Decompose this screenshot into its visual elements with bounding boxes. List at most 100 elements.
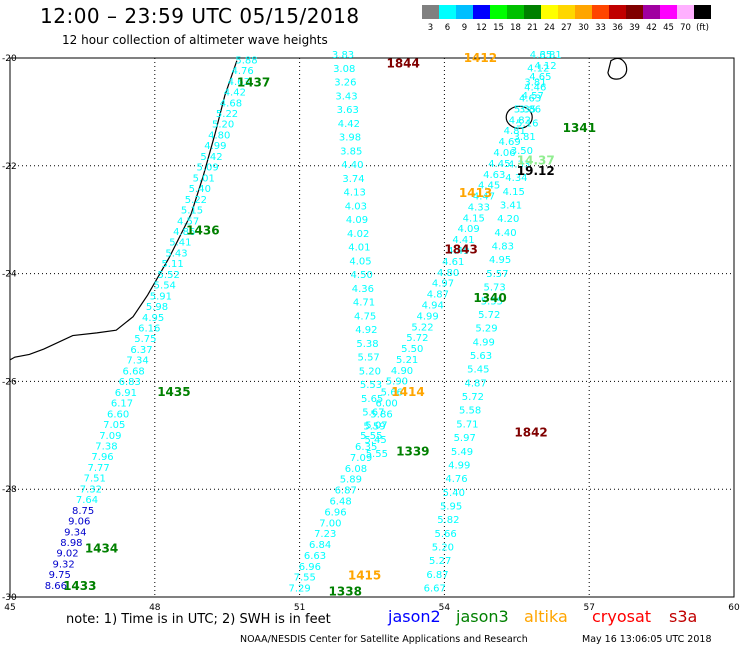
map-frame bbox=[9, 57, 735, 598]
swh-value: 4.87 bbox=[427, 290, 449, 301]
pass-label: 14.37 bbox=[517, 153, 555, 167]
swh-value: 7.29 bbox=[288, 584, 310, 595]
swh-value: 8.66 bbox=[45, 581, 67, 592]
swh-value: 4.33 bbox=[508, 159, 530, 170]
swh-value: 4.63 bbox=[483, 170, 505, 181]
swh-value: 5.55 bbox=[360, 431, 382, 442]
swh-value: 5.53 bbox=[360, 380, 382, 391]
legend-swatch bbox=[507, 5, 524, 19]
swh-value: 5.57 bbox=[358, 353, 380, 364]
swh-value: 4.34 bbox=[505, 173, 527, 184]
swh-value: 5.63 bbox=[470, 351, 492, 362]
swh-value: 5.16 bbox=[516, 118, 538, 129]
timestamp: May 16 13:06:05 UTC 2018 bbox=[582, 634, 712, 645]
swh-value: 5.82 bbox=[437, 515, 459, 526]
swh-value: 6.08 bbox=[345, 464, 367, 475]
swh-value: 3.81 bbox=[513, 132, 535, 143]
swh-value: 5.22 bbox=[411, 322, 433, 333]
swh-value: 4.94 bbox=[422, 300, 444, 311]
swh-value: 6.91 bbox=[115, 388, 137, 399]
swh-value: 4.09 bbox=[457, 224, 479, 235]
swh-value: 6.35 bbox=[355, 442, 377, 453]
swh-value: 4.57 bbox=[522, 91, 544, 102]
swh-value: 7.00 bbox=[319, 518, 341, 529]
swh-value: 4.12 bbox=[534, 61, 556, 72]
lat-tick-label: -24 bbox=[2, 270, 17, 280]
swh-value: 9.02 bbox=[56, 549, 78, 560]
swh-value: 5.22 bbox=[185, 195, 207, 206]
swh-value: 4.87 bbox=[464, 378, 486, 389]
swh-value: 4.57 bbox=[177, 216, 199, 227]
legend-label: 39 bbox=[629, 23, 640, 33]
swh-value: 3.50 bbox=[511, 146, 533, 157]
swh-value: 8.75 bbox=[72, 506, 94, 517]
swh-value: 3.63 bbox=[337, 105, 359, 116]
map-subtitle: 12 hour collection of altimeter wave hei… bbox=[62, 33, 328, 47]
legend-label: 12 bbox=[476, 23, 487, 33]
swh-value: 5.43 bbox=[165, 248, 187, 259]
swh-value: 5.54 bbox=[154, 281, 176, 292]
legend-swatch bbox=[575, 5, 592, 19]
swh-value: 4.15 bbox=[463, 213, 485, 224]
swh-value: 4.45 bbox=[478, 181, 500, 192]
pass-label: 1433 bbox=[63, 579, 96, 593]
legend-swatch bbox=[541, 5, 558, 19]
legend-swatch bbox=[456, 5, 473, 19]
swh-value: 5.98 bbox=[146, 302, 168, 313]
legend-label: 21 bbox=[527, 23, 538, 33]
legend-label: 3 bbox=[427, 23, 434, 33]
lon-tick-label: 48 bbox=[149, 603, 161, 613]
legend-label: 42 bbox=[646, 23, 657, 33]
satellite-jason3: jason3 bbox=[456, 607, 509, 626]
swh-value: 4.05 bbox=[349, 256, 371, 267]
pass-label: 19.12 bbox=[517, 164, 555, 178]
pass-label: 1338 bbox=[329, 585, 362, 599]
swh-value: 4.80 bbox=[437, 268, 459, 279]
swh-value: 7.23 bbox=[314, 529, 336, 540]
pass-label: 1436 bbox=[186, 223, 219, 237]
lat-tick-label: -28 bbox=[2, 485, 17, 495]
swh-value: 3.83 bbox=[332, 50, 354, 61]
swh-value: 4.45 bbox=[488, 159, 510, 170]
swh-value: 4.36 bbox=[352, 284, 374, 295]
pass-label: 1434 bbox=[85, 541, 118, 555]
swh-value: 7.05 bbox=[103, 420, 125, 431]
swh-value: 5.88 bbox=[235, 55, 257, 66]
swh-value: 4.86 bbox=[173, 227, 195, 238]
swh-value: 6.16 bbox=[138, 324, 160, 335]
swh-value: 4.13 bbox=[344, 188, 366, 199]
swh-value: 8.98 bbox=[60, 538, 82, 549]
swh-value: 3.81 bbox=[524, 77, 546, 88]
swh-value: 4.47 bbox=[473, 192, 495, 203]
swh-value: 4.40 bbox=[341, 160, 363, 171]
swh-value: 3.74 bbox=[342, 174, 364, 185]
legend-swatch bbox=[524, 5, 541, 19]
swh-value: 4.68 bbox=[220, 98, 242, 109]
swh-value: 5.20 bbox=[432, 543, 454, 554]
reunion-island bbox=[505, 105, 533, 129]
swh-value: 9.75 bbox=[49, 570, 71, 581]
swh-value: 6.68 bbox=[123, 366, 145, 377]
swh-value: 5.95 bbox=[440, 502, 462, 513]
swh-value: 5.75 bbox=[134, 334, 156, 345]
map-grid bbox=[9, 57, 735, 598]
swh-value: 5.71 bbox=[456, 419, 478, 430]
swh-value: 4.33 bbox=[468, 202, 490, 213]
legend-label: 27 bbox=[561, 23, 572, 33]
swh-value: 5.07 bbox=[365, 420, 387, 431]
swh-value: 6.87 bbox=[335, 486, 357, 497]
swh-value: 5.35 bbox=[514, 104, 536, 115]
pass-label: 1413 bbox=[459, 186, 492, 200]
lat-tick-label: -30 bbox=[2, 593, 17, 603]
swh-value: 4.99 bbox=[204, 141, 226, 152]
swh-value: 7.34 bbox=[126, 356, 148, 367]
legend-swatch bbox=[609, 5, 626, 19]
swh-value: 4.61 bbox=[442, 257, 464, 268]
lon-tick-label: 51 bbox=[294, 603, 305, 613]
swh-value: 5.40 bbox=[443, 488, 465, 499]
swh-value: 4.71 bbox=[353, 298, 375, 309]
swh-value: 5.55 bbox=[366, 449, 388, 460]
legend-swatch bbox=[626, 5, 643, 19]
swh-value: 4.65 bbox=[530, 50, 552, 61]
